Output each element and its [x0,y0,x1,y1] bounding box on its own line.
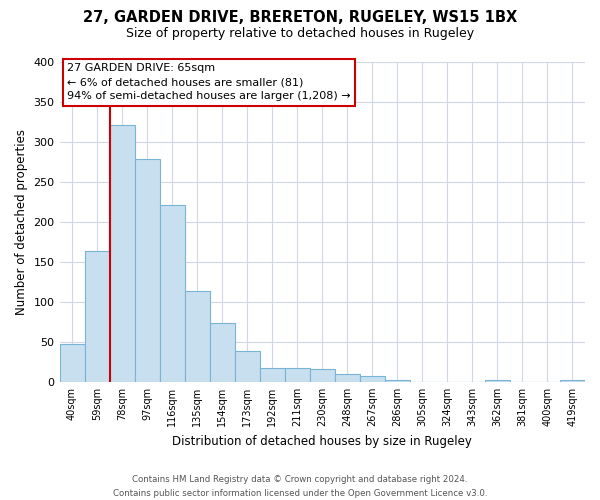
Text: 27, GARDEN DRIVE, BRERETON, RUGELEY, WS15 1BX: 27, GARDEN DRIVE, BRERETON, RUGELEY, WS1… [83,10,517,25]
Bar [335,374,360,382]
Bar [560,380,585,382]
Bar [110,125,134,382]
Y-axis label: Number of detached properties: Number of detached properties [15,128,28,314]
Bar [59,344,85,382]
Bar [160,205,185,382]
Bar [385,380,410,382]
Text: Size of property relative to detached houses in Rugeley: Size of property relative to detached ho… [126,28,474,40]
Bar [285,368,310,382]
Bar [85,252,110,382]
Bar [260,368,285,382]
Bar [310,369,335,382]
Bar [134,159,160,382]
Text: Contains HM Land Registry data © Crown copyright and database right 2024.
Contai: Contains HM Land Registry data © Crown c… [113,476,487,498]
Bar [209,322,235,382]
X-axis label: Distribution of detached houses by size in Rugeley: Distribution of detached houses by size … [172,434,472,448]
Bar [185,290,209,382]
Text: 27 GARDEN DRIVE: 65sqm
← 6% of detached houses are smaller (81)
94% of semi-deta: 27 GARDEN DRIVE: 65sqm ← 6% of detached … [67,63,351,101]
Bar [360,376,385,382]
Bar [485,380,510,382]
Bar [235,350,260,382]
